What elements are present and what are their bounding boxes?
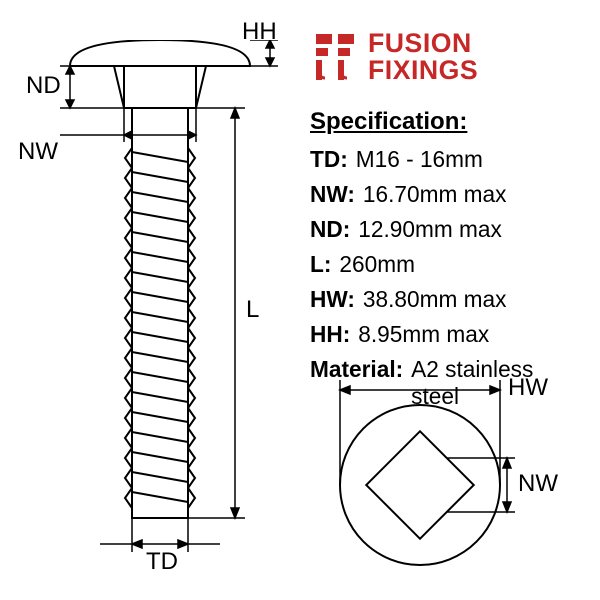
brand-text: FUSION FIXINGS: [368, 30, 478, 83]
spec-key: HH:: [310, 321, 350, 348]
label-hh: HH: [242, 18, 277, 46]
bolt-top-diagram: HW NW: [310, 370, 560, 580]
spec-row: HH: 8.95mm max: [310, 321, 580, 348]
spec-row: TD: M16 - 16mm: [310, 146, 580, 173]
spec-value: 8.95mm max: [358, 321, 489, 348]
label-hw: HW: [508, 374, 548, 402]
spec-key: HW:: [310, 286, 355, 313]
label-nw: NW: [18, 138, 58, 166]
spec-key: L:: [310, 251, 331, 278]
spec-key: NW:: [310, 181, 355, 208]
brand-block: FUSION FIXINGS: [310, 30, 478, 83]
brand-line2: FIXINGS: [368, 57, 478, 84]
spec-row: L: 260mm: [310, 251, 580, 278]
brand-logo-icon: [310, 32, 360, 82]
label-l: L: [246, 296, 259, 324]
spec-row: HW: 38.80mm max: [310, 286, 580, 313]
spec-key: ND:: [310, 216, 350, 243]
spec-value: 12.90mm max: [358, 216, 502, 243]
spec-value: 16.70mm max: [363, 181, 507, 208]
bolt-side-diagram: HH ND NW L TD: [30, 40, 290, 560]
label-nw-top: NW: [518, 470, 558, 498]
page-root: FUSION FIXINGS Specification: TD: M16 - …: [0, 0, 600, 600]
specification-title: Specification:: [310, 108, 580, 136]
spec-row: NW: 16.70mm max: [310, 181, 580, 208]
spec-key: TD:: [310, 146, 348, 173]
label-nd: ND: [26, 72, 61, 100]
spec-row: ND: 12.90mm max: [310, 216, 580, 243]
spec-value: 260mm: [339, 251, 415, 278]
spec-value: 38.80mm max: [363, 286, 507, 313]
label-td: TD: [146, 548, 178, 576]
spec-value: M16 - 16mm: [356, 146, 483, 173]
brand-line1: FUSION: [368, 30, 478, 57]
